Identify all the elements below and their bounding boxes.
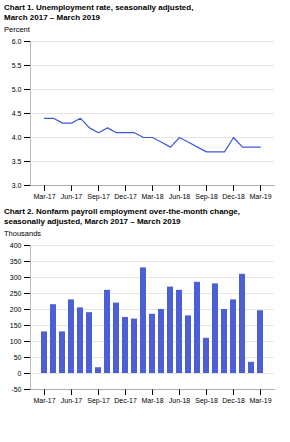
svg-text:150: 150 <box>10 322 22 329</box>
svg-text:0: 0 <box>18 370 22 377</box>
svg-text:5.0: 5.0 <box>12 86 22 93</box>
svg-text:250: 250 <box>10 290 22 297</box>
svg-text:Dec-18: Dec-18 <box>222 397 245 404</box>
svg-text:Mar-17: Mar-17 <box>33 193 55 200</box>
svg-text:-50: -50 <box>11 386 21 393</box>
svg-text:Jun-17: Jun-17 <box>61 397 83 404</box>
svg-text:Jun-17: Jun-17 <box>61 193 83 200</box>
svg-text:Mar-17: Mar-17 <box>33 397 55 404</box>
svg-text:Mar-18: Mar-18 <box>141 193 163 200</box>
svg-text:Sep-18: Sep-18 <box>195 397 218 405</box>
svg-text:300: 300 <box>10 274 22 281</box>
svg-text:4.0: 4.0 <box>12 134 22 141</box>
html-text:Percent: Percent <box>4 25 30 34</box>
svg-text:Jun-18: Jun-18 <box>169 193 191 200</box>
svg-text:Sep-17: Sep-17 <box>87 193 110 201</box>
svg-text:Sep-17: Sep-17 <box>87 397 110 405</box>
html-text:Thousands: Thousands <box>4 229 42 238</box>
html-text:seasonally adjusted, March 201: seasonally adjusted, March 2017 – March … <box>4 217 181 226</box>
svg-text:Jun-18: Jun-18 <box>169 397 191 404</box>
svg-text:6.0: 6.0 <box>12 38 22 45</box>
svg-text:Mar-18: Mar-18 <box>141 397 163 404</box>
svg-text:Mar-19: Mar-19 <box>249 397 271 404</box>
svg-text:4.5: 4.5 <box>12 110 22 117</box>
svg-text:400: 400 <box>10 242 22 249</box>
svg-text:Dec-17: Dec-17 <box>114 193 137 200</box>
html-text:March 2017 – March 2019: March 2017 – March 2019 <box>4 13 101 22</box>
svg-text:3.0: 3.0 <box>12 182 22 189</box>
svg-text:5.5: 5.5 <box>12 62 22 69</box>
svg-text:3.5: 3.5 <box>12 158 22 165</box>
svg-text:200: 200 <box>10 306 22 313</box>
html-text:Chart 1. Unemployment rate, se: Chart 1. Unemployment rate, seasonally a… <box>4 3 194 12</box>
svg-text:Dec-18: Dec-18 <box>222 193 245 200</box>
svg-text:Sep-18: Sep-18 <box>195 193 218 201</box>
svg-text:100: 100 <box>10 338 22 345</box>
svg-text:50: 50 <box>14 354 22 361</box>
svg-text:Mar-19: Mar-19 <box>249 193 271 200</box>
svg-text:Dec-17: Dec-17 <box>114 397 137 404</box>
svg-text:350: 350 <box>10 258 22 265</box>
html-text:Chart 2. Nonfarm payroll emplo: Chart 2. Nonfarm payroll employment over… <box>4 207 240 216</box>
